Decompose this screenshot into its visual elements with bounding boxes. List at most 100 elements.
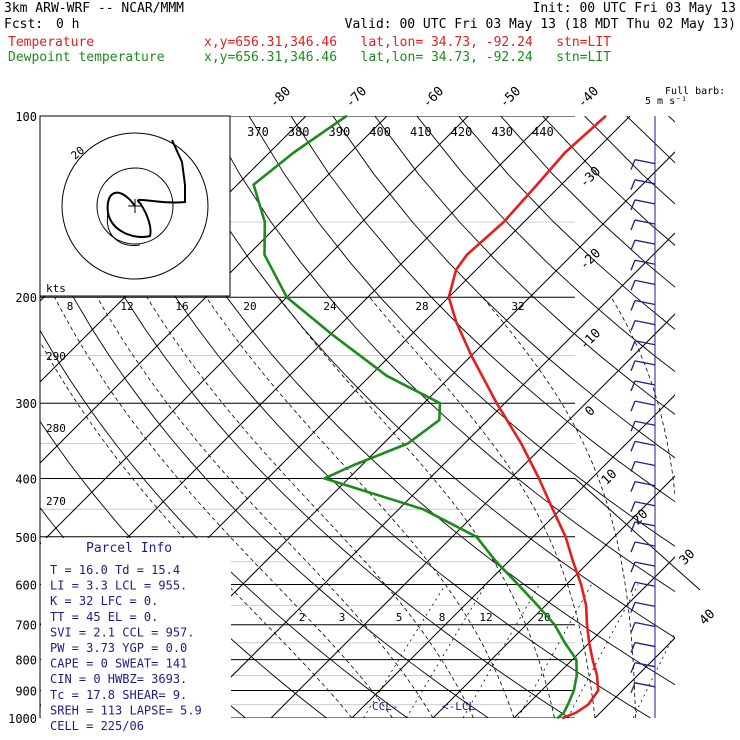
theta-label: 380 <box>288 125 310 139</box>
hodograph-inset <box>39 115 231 297</box>
moist-adiabat-line <box>96 297 434 718</box>
wind-barb <box>634 380 656 386</box>
dewpoint-profile-line-point <box>517 583 519 586</box>
parcel-info-row: T = 16.0 Td = 15.4 <box>50 563 180 577</box>
dewpoint-profile-line-point <box>264 221 266 223</box>
temperature-profile-line-point <box>495 402 498 405</box>
dewpoint-profile-line-point <box>495 560 498 563</box>
dewpoint-profile-line-point <box>438 419 441 421</box>
isotherm-label: -20 <box>577 246 604 273</box>
dewpoint-profile-line-point <box>353 464 355 466</box>
dewpoint-profile-line-point <box>345 115 348 117</box>
moist-adiabat-line <box>278 296 555 718</box>
pressure-tick-label: 600 <box>15 578 37 592</box>
parcel-info-row: SVI = 2.1 CCL = 957. <box>50 625 195 639</box>
wind-barb-flag <box>630 581 636 593</box>
wind-barb <box>634 400 656 406</box>
pressure-tick-label: 800 <box>15 654 37 668</box>
pressure-tick-label: 300 <box>15 397 37 411</box>
dewpoint-profile-line-point <box>323 477 326 480</box>
dry-adiabat-line <box>584 116 675 205</box>
hodograph-speed-label: 8 <box>67 300 74 313</box>
hodograph-speed-label: 28 <box>415 300 428 313</box>
dry-adiabat-line <box>206 116 675 593</box>
isotherm-label: -10 <box>577 326 604 353</box>
parcel-info-title: Parcel Info <box>86 541 172 556</box>
legend-dewpoint: Dewpoint temperature <box>8 50 165 65</box>
wind-barb-flag <box>630 421 636 432</box>
parcel-info-row: Tc = 17.8 SHEAR= 9. <box>50 688 187 702</box>
wind-barb-flag <box>630 662 636 673</box>
parcel-info-row: TT = 45 EL = 0. <box>50 610 158 624</box>
dewpoint-profile-line-point <box>564 642 566 644</box>
wind-barb <box>634 581 656 587</box>
dewpoint-profile-line-point <box>575 658 578 661</box>
hodograph-speed-label: 32 <box>511 300 524 313</box>
dry-adiabat-line <box>332 116 675 459</box>
dewpoint-profile-line-point <box>407 442 409 445</box>
mixing-ratio-label: 2 <box>299 611 306 624</box>
hodograph-ring <box>96 167 174 245</box>
mixing-ratio-line <box>517 584 592 718</box>
hodograph-speed-label: 20 <box>243 300 256 313</box>
isotherm-line <box>432 475 675 718</box>
isotherm-line <box>40 116 388 464</box>
dry-adiabat-line <box>80 116 651 718</box>
wind-barb-flag <box>630 501 636 512</box>
wind-barb-flag <box>630 340 636 351</box>
dewpoint-profile-line-point <box>575 674 578 677</box>
pressure-tick-label: 200 <box>15 291 37 305</box>
wind-barb-flag <box>630 521 636 533</box>
dewpoint-profile-line-point <box>385 374 388 377</box>
parcel-info-row: LI = 3.3 LCL = 955. <box>50 579 187 593</box>
dewpoint-profile-line-point <box>563 711 565 714</box>
dry-adiabat-line <box>711 116 740 718</box>
parcel-info-row: CIN = 0 HWBZ= 3693. <box>50 672 187 686</box>
dry-adiabat-line <box>626 116 675 164</box>
wind-barb <box>634 340 656 346</box>
isotherm-label: 0 <box>582 403 598 419</box>
hodograph-ring <box>61 132 209 280</box>
wind-barb-flag <box>630 622 636 633</box>
temperature-profile-line-point <box>572 560 574 563</box>
isotherm-label: 10 <box>599 467 621 489</box>
wind-barb <box>634 239 656 245</box>
isotherm-label: -40 <box>575 84 602 111</box>
location-info-dewpoint: x,y=656.31,346.46 lat,lon= 34.73, -92.24… <box>204 50 611 65</box>
wind-barb <box>634 501 656 507</box>
lcl-annotation: <-LCL <box>442 700 475 713</box>
theta-label: 440 <box>532 125 554 139</box>
dewpoint-profile-line-point <box>422 508 424 511</box>
temperature-profile-line-point <box>564 536 567 538</box>
temperature-profile-line-point <box>520 442 522 445</box>
theta-label: 410 <box>410 125 432 139</box>
hodograph-speed-label: 16 <box>175 300 188 313</box>
moist-adiabat-line <box>610 296 675 499</box>
wind-barb <box>634 601 656 607</box>
dry-adiabat-line <box>374 116 675 415</box>
dewpoint-profile-line-point <box>286 296 288 299</box>
wind-barb-flag <box>630 481 636 492</box>
mixing-ratio-line <box>363 584 446 718</box>
dry-adiabat-line <box>40 116 570 718</box>
mixing-ratio-line <box>462 584 540 718</box>
temperature-profile-line-point <box>455 268 457 271</box>
wind-barb <box>634 179 656 185</box>
pressure-tick-label: 900 <box>15 684 37 698</box>
wind-barb-flag <box>630 380 636 392</box>
wind-barb <box>634 360 656 366</box>
hodograph-trace-secondary <box>106 212 141 246</box>
wind-barb-flag <box>630 179 636 191</box>
parcel-info-panel: Parcel Info T = 16.0 Td = 15.4 LI = 3.3 LC… <box>41 538 231 733</box>
temperature-profile-line-point <box>455 321 458 323</box>
wind-barb <box>634 621 656 628</box>
isotherm-label: -50 <box>497 84 524 111</box>
left-theta-label: 280 <box>46 422 66 435</box>
wind-barb <box>634 682 656 688</box>
dewpoint-profile-line-point <box>252 183 255 186</box>
parcel-info-row: CAPE = 0 SWEAT= 141 <box>50 657 187 671</box>
wind-barb <box>634 219 656 225</box>
isotherm-label: 40 <box>697 607 719 629</box>
left-theta-label: 270 <box>46 495 66 508</box>
wind-barb <box>634 279 656 286</box>
